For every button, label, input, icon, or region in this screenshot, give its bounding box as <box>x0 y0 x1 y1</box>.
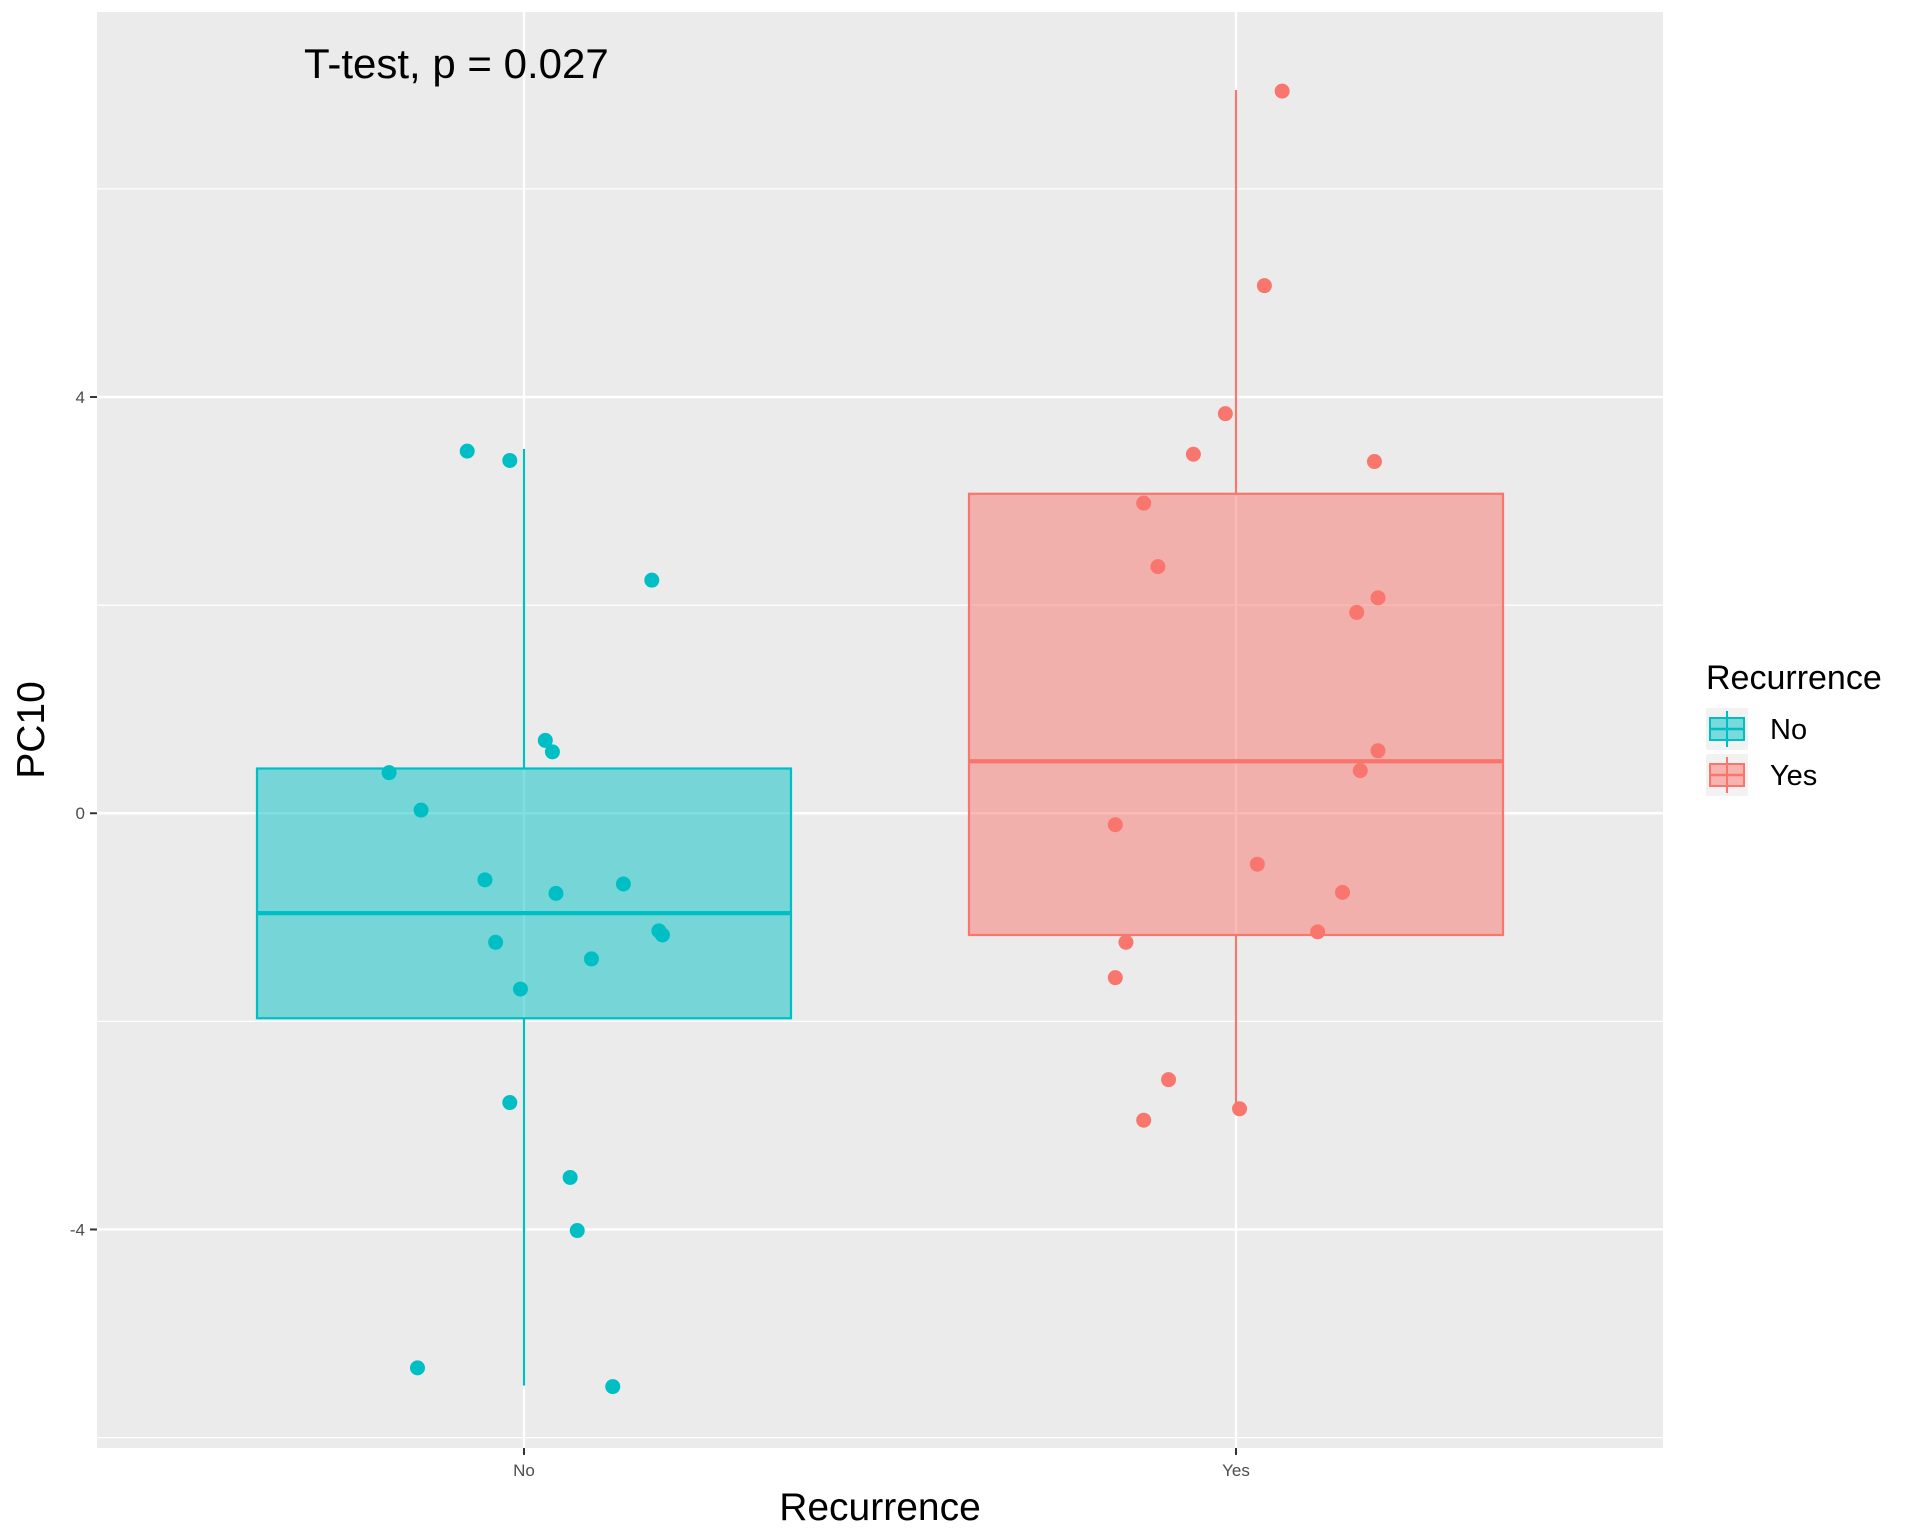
data-point <box>1150 559 1166 575</box>
data-point <box>1161 1072 1177 1088</box>
data-point <box>502 452 518 468</box>
data-point <box>410 1360 425 1376</box>
data-point <box>413 802 429 818</box>
x-tick-label: Yes <box>1222 1461 1250 1480</box>
data-point <box>1136 495 1152 511</box>
legend-item-yes: Yes <box>1706 754 1817 796</box>
box-body <box>255 767 793 1020</box>
data-point <box>548 885 564 901</box>
legend-label: No <box>1770 714 1807 746</box>
legend-label: Yes <box>1770 760 1817 792</box>
y-tick-label: 0 <box>76 804 85 823</box>
boxes <box>255 90 1505 1386</box>
data-point <box>488 934 504 950</box>
data-point <box>512 981 528 997</box>
box-yes <box>967 90 1505 1116</box>
data-point <box>1232 1101 1248 1117</box>
axis-ticks: -4 0 4 No Yes <box>70 388 1250 1480</box>
data-point <box>583 951 599 967</box>
data-point <box>1107 970 1123 986</box>
box-body <box>967 492 1505 937</box>
data-point <box>1310 924 1326 940</box>
data-point <box>477 872 493 888</box>
data-point <box>1118 934 1134 950</box>
data-point <box>1249 856 1265 872</box>
data-point <box>1256 278 1272 294</box>
data-point <box>459 443 475 459</box>
legend-items: No Yes <box>1706 708 1817 796</box>
data-point <box>1349 604 1365 620</box>
data-point <box>654 927 670 943</box>
data-point <box>1335 884 1350 900</box>
y-tick-label: 4 <box>76 388 85 407</box>
data-point <box>1107 817 1123 833</box>
x-tick-label: No <box>513 1461 535 1480</box>
data-point <box>502 1095 518 1111</box>
y-axis-title: PC10 <box>10 681 53 779</box>
data-points <box>381 83 1386 1395</box>
data-point <box>1274 83 1290 99</box>
legend: Recurrence No Yes <box>1706 659 1882 796</box>
annotation-text: T-test, p = 0.027 <box>304 40 609 87</box>
data-point <box>1370 743 1386 759</box>
data-point <box>605 1379 621 1395</box>
data-point <box>644 572 660 588</box>
legend-item-no: No <box>1706 708 1807 750</box>
box-no <box>255 449 793 1386</box>
data-point <box>1217 406 1233 422</box>
data-point <box>1185 446 1201 462</box>
data-point <box>1352 763 1368 779</box>
data-point <box>1136 1112 1152 1128</box>
data-point <box>537 732 553 748</box>
data-point <box>569 1223 585 1239</box>
data-point <box>615 876 631 892</box>
x-axis-title: Recurrence <box>779 1486 981 1529</box>
data-point <box>1366 454 1382 470</box>
y-tick-label: -4 <box>70 1220 85 1239</box>
legend-title: Recurrence <box>1706 659 1882 697</box>
data-point <box>381 765 397 781</box>
data-point <box>1370 590 1386 606</box>
data-point <box>544 744 560 760</box>
data-point <box>562 1169 578 1185</box>
